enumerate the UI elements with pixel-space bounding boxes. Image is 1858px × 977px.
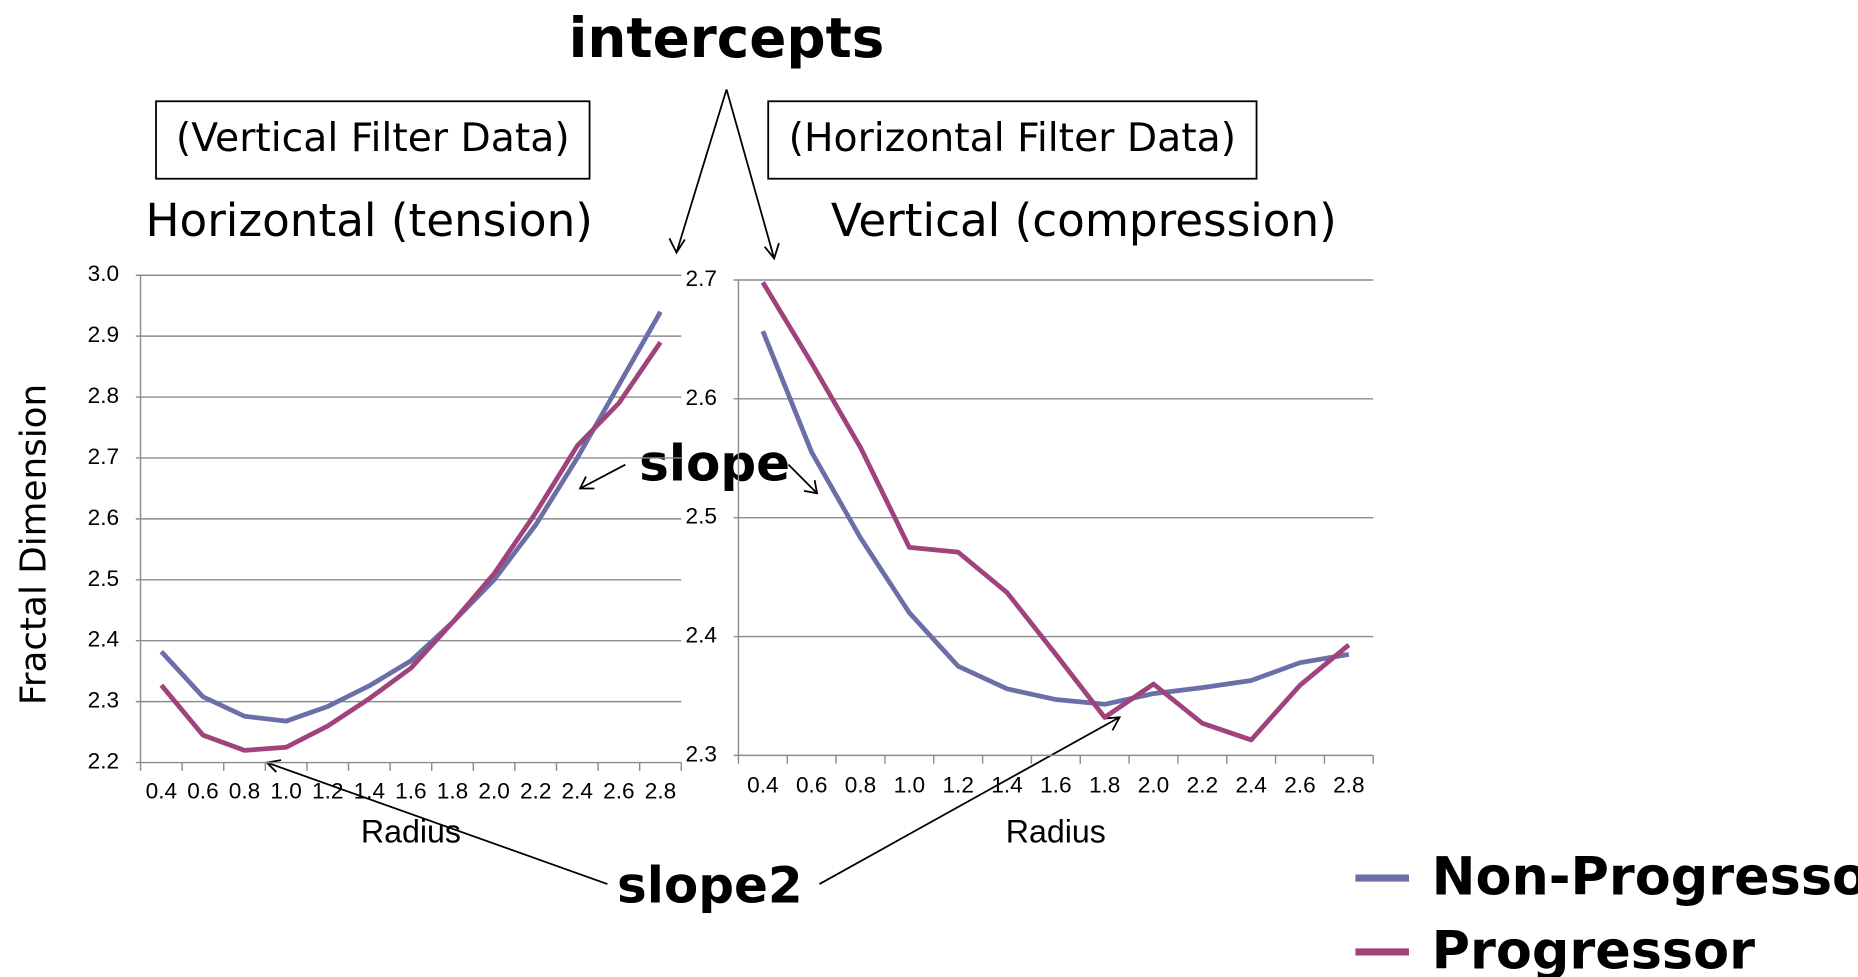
y-tick-label: 2.2 — [88, 749, 119, 774]
x-tick-label: 1.0 — [894, 772, 925, 797]
annotation: intercepts — [569, 6, 885, 70]
y-axis-label: Fractal Dimension — [14, 384, 55, 705]
x-tick-label: 0.4 — [747, 772, 778, 797]
y-tick-label: 2.3 — [88, 688, 119, 713]
x-tick-label: 2.0 — [478, 778, 509, 803]
x-tick-label: 1.6 — [1040, 772, 1071, 797]
x-tick-label: 2.8 — [645, 778, 676, 803]
x-tick-label: 2.6 — [1284, 772, 1315, 797]
series-line — [760, 330, 1350, 707]
y-tick-label: 2.4 — [88, 627, 119, 652]
y-tick-label: 2.6 — [88, 505, 119, 530]
x-tick-label: 0.6 — [796, 772, 827, 797]
x-tick-label: 1.2 — [312, 778, 343, 803]
chart-title: Horizontal (tension) — [146, 194, 593, 247]
annotation: slope — [639, 435, 790, 493]
subtitle-box — [155, 100, 591, 180]
series-line — [159, 340, 663, 753]
x-tick-label: 1.6 — [395, 778, 426, 803]
x-tick-label: 2.4 — [1235, 772, 1266, 797]
x-tick-label: 1.8 — [1089, 772, 1120, 797]
y-tick-label: 2.8 — [88, 383, 119, 408]
x-tick-label: 1.4 — [991, 772, 1022, 797]
annotation: slope2 — [617, 856, 803, 914]
series-line — [760, 281, 1351, 743]
x-axis-label: Radius — [1006, 814, 1106, 850]
y-tick-label: 2.5 — [88, 566, 119, 591]
series-line — [159, 310, 663, 724]
y-tick-label: 2.3 — [686, 741, 717, 766]
x-tick-label: 2.2 — [520, 778, 551, 803]
x-tick-label: 0.4 — [146, 778, 177, 803]
x-tick-label: 1.8 — [437, 778, 468, 803]
x-tick-label: 1.0 — [270, 778, 301, 803]
x-tick-label: 2.4 — [562, 778, 593, 803]
x-tick-label: 2.0 — [1138, 772, 1169, 797]
legend-label: Progressor — [1432, 920, 1755, 977]
chart-title: Vertical (compression) — [831, 194, 1337, 247]
x-tick-label: 0.8 — [229, 778, 260, 803]
x-tick-label: 2.6 — [603, 778, 634, 803]
y-tick-label: 3.0 — [88, 261, 119, 286]
y-tick-label: 2.4 — [686, 623, 717, 648]
x-tick-label: 2.8 — [1333, 772, 1364, 797]
subtitle: (Vertical Filter Data) — [176, 116, 570, 161]
legend-label: Non-Progressor — [1432, 846, 1858, 907]
y-tick-label: 2.5 — [686, 504, 717, 529]
x-tick-label: 1.4 — [354, 778, 385, 803]
y-tick-label: 2.9 — [88, 322, 119, 347]
subtitle-box — [767, 100, 1258, 180]
arrows — [264, 89, 1122, 885]
subtitle: (Horizontal Filter Data) — [789, 116, 1236, 161]
y-tick-label: 2.6 — [686, 385, 717, 410]
x-axis-label: Radius — [361, 814, 461, 850]
x-tick-label: 1.2 — [942, 772, 973, 797]
x-tick-label: 0.6 — [187, 778, 218, 803]
y-tick-label: 2.7 — [88, 444, 119, 469]
x-tick-label: 2.2 — [1187, 772, 1218, 797]
x-tick-label: 0.8 — [845, 772, 876, 797]
y-tick-label: 2.7 — [686, 266, 717, 291]
